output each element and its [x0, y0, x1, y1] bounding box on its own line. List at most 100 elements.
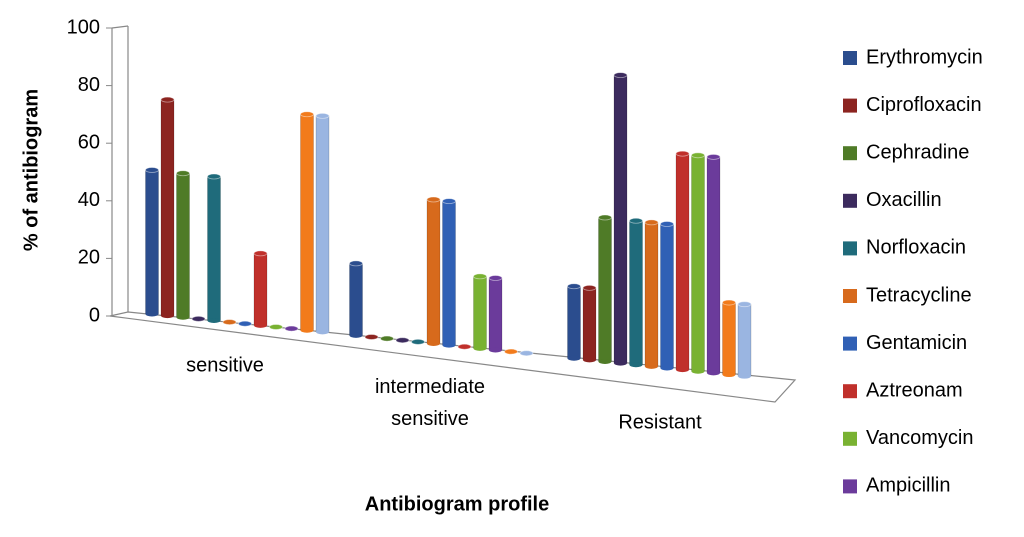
bar-top	[300, 111, 314, 118]
legend-swatch	[843, 479, 857, 494]
bar	[176, 172, 190, 318]
bar-top	[706, 154, 721, 160]
x-tick-label: intermediate sensitive	[375, 376, 485, 430]
bar-top	[145, 167, 159, 173]
bar-base	[567, 355, 581, 361]
bar-top	[253, 250, 268, 257]
bar-base	[707, 370, 720, 376]
bar-top	[411, 338, 425, 345]
bar-top	[660, 221, 674, 227]
legend-swatch	[843, 51, 857, 65]
bar	[737, 303, 752, 377]
bar-top	[176, 170, 190, 177]
bar-base	[645, 363, 658, 369]
bar	[613, 74, 628, 364]
bar-top	[269, 324, 283, 330]
bar-top	[238, 320, 252, 327]
bar-top	[629, 217, 643, 224]
legend-label: Ampicillin	[866, 475, 950, 497]
bar-top	[737, 301, 752, 308]
bar-base	[145, 311, 159, 317]
legend-swatch	[843, 384, 857, 399]
legend-swatch	[843, 193, 857, 208]
bar-top	[457, 343, 472, 350]
bar-top	[582, 284, 597, 291]
bar-top	[364, 334, 379, 340]
legend-label: Aztreonam	[866, 379, 963, 401]
bar	[442, 200, 456, 346]
bar	[315, 115, 330, 333]
bar-base	[629, 362, 643, 368]
legend-label: Tetracycline	[866, 284, 972, 306]
legend-swatch	[843, 146, 857, 161]
bar	[426, 199, 441, 344]
bar-base	[660, 365, 674, 371]
bar-base	[161, 313, 174, 319]
legend-swatch	[843, 98, 857, 113]
bar	[660, 223, 674, 369]
x-axis-title: Antibiogram profile	[365, 493, 549, 515]
bar	[145, 169, 159, 315]
bar-top	[426, 196, 441, 203]
bar-top	[675, 150, 690, 157]
bar-top	[598, 214, 612, 221]
bar-top	[488, 275, 503, 281]
bar-base	[489, 347, 502, 353]
legend-swatch	[843, 289, 857, 303]
bar-base	[442, 342, 456, 348]
legend-swatch	[843, 241, 857, 256]
bar-top	[315, 112, 330, 119]
bar-base	[176, 314, 190, 320]
bar-top	[644, 219, 659, 226]
y-axis-title: % of antibiogram	[20, 89, 42, 251]
bar-top	[442, 198, 456, 205]
bar-base	[583, 357, 596, 363]
bar-top	[160, 96, 175, 103]
bar-base	[722, 372, 736, 378]
bar-top	[613, 72, 628, 79]
bar-top	[519, 350, 534, 357]
bar	[349, 263, 363, 336]
bar	[706, 156, 721, 374]
bar-base	[598, 359, 612, 365]
legend-swatch	[843, 431, 857, 446]
y-tick-label: 40	[78, 189, 100, 211]
bar	[488, 277, 503, 351]
bar-top	[222, 319, 237, 325]
bar-base	[254, 322, 267, 328]
bar-top	[567, 283, 581, 290]
bar	[567, 285, 581, 359]
bar	[691, 154, 705, 372]
legend-swatch	[843, 336, 857, 351]
bar	[582, 287, 597, 361]
y-tick-label: 20	[78, 247, 100, 269]
bar-top	[504, 348, 518, 355]
bar-base	[691, 368, 705, 374]
bar	[207, 176, 221, 321]
y-tick-label: 0	[89, 304, 100, 326]
bar-top	[395, 337, 410, 344]
bar-base	[207, 317, 221, 323]
bar-top	[691, 152, 705, 159]
bar	[629, 220, 643, 366]
bar-base	[349, 332, 363, 338]
bar	[300, 113, 314, 331]
legend-label: Gentamicin	[866, 332, 967, 354]
bar	[253, 253, 268, 326]
legend-label: Vancomycin	[866, 427, 973, 449]
x-tick-label: sensitive	[186, 354, 264, 376]
bar	[473, 276, 487, 349]
bar-top	[349, 260, 363, 267]
bar-top	[722, 299, 736, 306]
y-tick-label: 80	[78, 74, 100, 96]
bar	[598, 217, 612, 362]
bar-base	[300, 327, 314, 333]
y-tick-label: 60	[78, 131, 100, 153]
bar-top	[191, 315, 206, 322]
y-tick-label: 100	[67, 16, 100, 38]
legend-label: Norfloxacin	[866, 237, 966, 259]
bar	[675, 153, 690, 370]
bar-base	[473, 345, 487, 351]
bar-base	[614, 360, 627, 366]
